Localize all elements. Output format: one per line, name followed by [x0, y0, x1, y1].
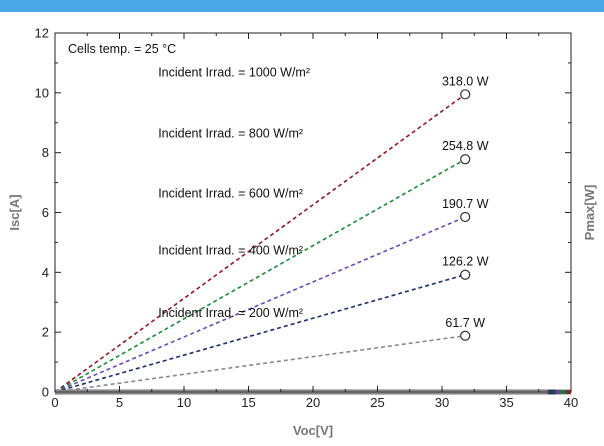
- x-tick-label: 35: [499, 395, 513, 410]
- x-tick-label: 30: [435, 395, 449, 410]
- mpp-marker: [460, 330, 471, 341]
- x-tick-label: 0: [51, 395, 58, 410]
- y-tick-label: 10: [35, 85, 49, 100]
- irradiance-label: Incident Irrad. = 200 W/m²: [158, 306, 303, 320]
- y-tick-label: 6: [42, 205, 49, 220]
- pmax-dashed-line: [54, 334, 466, 393]
- y-tick-label: 8: [42, 145, 49, 160]
- mpp-marker: [460, 211, 471, 223]
- x-tick-label: 10: [177, 395, 191, 410]
- y-tick-label: 0: [42, 385, 49, 400]
- y-tick-label: 4: [42, 265, 49, 280]
- cell-temp-annotation: Cells temp. = 25 °C: [68, 42, 176, 56]
- x-tick-label: 15: [241, 395, 255, 410]
- x-tick-label: 5: [116, 395, 123, 410]
- pmax-dashed-line: [54, 93, 466, 393]
- x-tick-label: 25: [370, 395, 384, 410]
- x-axis-title: Voc[V]: [293, 423, 333, 438]
- y2-axis-title: Pmax[W]: [582, 185, 597, 241]
- y-tick-label: 2: [42, 325, 49, 340]
- irradiance-label: Incident Irrad. = 800 W/m²: [158, 127, 303, 141]
- mpp-marker: [460, 154, 471, 165]
- mpp-marker: [460, 269, 471, 280]
- pmax-label: 190.7 W: [442, 197, 489, 211]
- irradiance-label: Incident Irrad. = 400 W/m²: [158, 243, 303, 257]
- axis-ticks: 0 5 10 15 20 25 30 35 40 0 2 4 6 8 10 12: [35, 26, 579, 411]
- pmax-label: 126.2 W: [442, 255, 489, 269]
- mpp-marker: [460, 89, 471, 100]
- top-band: [0, 0, 604, 12]
- plot-content: 318.0 W Incident Irrad. = 1000 W/m² 254.8 …: [54, 65, 571, 395]
- y-axis-title: Isc[A]: [7, 194, 22, 230]
- pmax-dashed-line: [54, 216, 466, 393]
- y-tick-label: 12: [35, 26, 49, 41]
- plot-frame: [54, 32, 572, 393]
- pmax-dashed-line: [54, 158, 466, 393]
- pmax-label: 61.7 W: [445, 316, 485, 330]
- pmax-label: 254.8 W: [442, 139, 489, 153]
- x-tick-label: 20: [306, 395, 320, 410]
- pmax-dashed-line: [54, 273, 466, 393]
- pmax-label: 318.0 W: [442, 74, 489, 88]
- x-tick-label: 40: [564, 395, 578, 410]
- irradiance-label: Incident Irrad. = 600 W/m²: [158, 187, 303, 201]
- irradiance-label: Incident Irrad. = 1000 W/m²: [158, 65, 310, 79]
